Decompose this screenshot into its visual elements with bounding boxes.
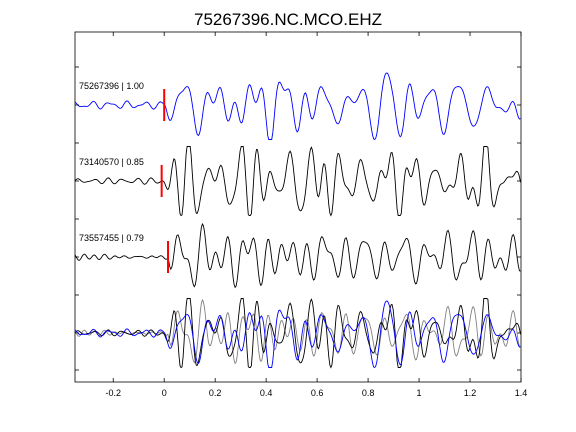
x-tick-label: 1.4 — [515, 388, 528, 398]
stack-trace-line — [74, 300, 521, 369]
trace-label: 75267396 | 1.00 — [79, 81, 144, 91]
trace-label: 73557455 | 0.79 — [79, 233, 144, 243]
x-axis: -0.2 0 0.2 0.4 0.6 0.8 1 1.2 1.4 — [75, 32, 527, 398]
trace-line — [74, 146, 521, 217]
trace-line — [74, 72, 521, 141]
x-tick-label: 0.2 — [209, 388, 222, 398]
x-tick-label: 1.2 — [464, 388, 477, 398]
x-tick-label: 0.8 — [362, 388, 375, 398]
stack-trace-line — [74, 298, 521, 369]
x-tick-label: -0.2 — [105, 388, 121, 398]
x-tick-label: 0 — [162, 388, 167, 398]
chart-title: 75267396.NC.MCO.EHZ — [194, 10, 382, 29]
x-tick-label: 1 — [417, 388, 422, 398]
trace-label: 73140570 | 0.85 — [79, 157, 144, 167]
trace-line — [74, 222, 521, 289]
x-tick-label: 0.6 — [311, 388, 324, 398]
stack-trace-line — [74, 298, 521, 365]
x-tick-label: 0.4 — [260, 388, 273, 398]
traces-group: 75267396 | 1.00 73140570 | 0.85 73557455 |… — [74, 72, 521, 369]
